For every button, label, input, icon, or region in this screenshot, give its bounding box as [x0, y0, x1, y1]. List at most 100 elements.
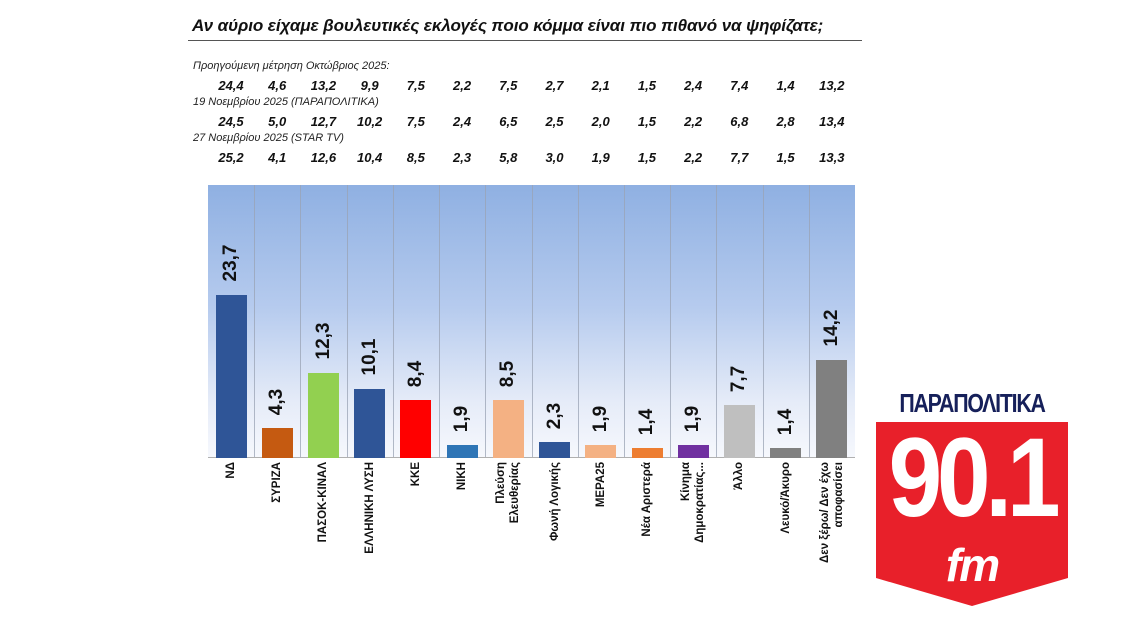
- previous-measurement-label: 19 Νοεμβρίου 2025 (ΠΑΡΑΠΟΛΙΤΙΚΑ): [193, 96, 379, 108]
- bar: [631, 448, 663, 458]
- previous-measurement-value: 24,4: [218, 78, 244, 93]
- previous-measurement-value: 1,5: [637, 114, 656, 129]
- title-underline: [188, 40, 862, 41]
- previous-measurement-value: 1,9: [591, 150, 610, 165]
- bar: [261, 428, 293, 458]
- bar: [585, 445, 617, 458]
- bar: [816, 360, 848, 458]
- category-label: ΚΚΕ: [393, 462, 439, 612]
- category-label-text: Πλεύση Ελευθερίας: [495, 462, 522, 524]
- category-gridline: [254, 185, 255, 458]
- bar: [539, 442, 571, 458]
- bar-value-label: 12,3: [312, 322, 334, 360]
- previous-measurement-value: 4,6: [268, 78, 287, 93]
- category-gridline: [763, 185, 764, 458]
- category-gridline: [670, 185, 671, 458]
- previous-measurement-value: 12,6: [310, 150, 337, 165]
- previous-measurement-value: 2,0: [591, 114, 610, 129]
- bar-value-label: 1,9: [451, 405, 473, 432]
- logo-station-name: ΠΑΡΑΠΟΛΙΤΙΚΑ: [899, 388, 1046, 418]
- bar-value-label: 4,3: [266, 388, 288, 415]
- previous-measurement-value: 7,4: [730, 78, 749, 93]
- category-gridline: [393, 185, 394, 458]
- category-label-text: ΝΙΚΗ: [456, 462, 469, 491]
- previous-measurement-value: 2,8: [776, 114, 795, 129]
- bar: [770, 448, 802, 458]
- previous-measurement-label: 27 Νοεμβρίου 2025 (STAR TV): [193, 132, 344, 144]
- previous-measurement-row: 24,5 5,0 12,7 10,2 7,5 2,4 6,5 2,5 2,0 1,5 2,2 6,8 2…: [208, 114, 855, 130]
- category-label: ΕΛΛΗΝΙΚΗ ΛΥΣΗ: [347, 462, 393, 612]
- bar-value-label: 10,1: [358, 338, 380, 376]
- category-label-text: Δεν ξέρω/ Δεν έχω αποφασίσει: [818, 462, 845, 564]
- category-gridline: [439, 185, 440, 458]
- bar-value-label: 14,2: [820, 309, 842, 347]
- previous-measurement-value: 12,7: [310, 114, 337, 129]
- category-label-text: Νέα Αριστερά: [640, 462, 653, 537]
- previous-measurement-value: 24,5: [218, 114, 244, 129]
- bar: [215, 295, 247, 458]
- bar: [308, 373, 340, 458]
- previous-measurement-value: 1,5: [637, 78, 656, 93]
- category-label-text: ΝΔ: [225, 462, 237, 479]
- previous-measurement-label: Προηγούμενη μέτρηση Οκτώβριος 2025:: [193, 60, 390, 72]
- bar-value-label: 8,4: [404, 360, 426, 387]
- bar-value-label: 2,3: [543, 402, 565, 429]
- previous-measurement-value: 25,2: [218, 150, 244, 165]
- category-label-text: Λευκό/Άκυρο: [779, 462, 792, 534]
- previous-measurement-value: 2,2: [453, 78, 472, 93]
- previous-measurement-value: 5,8: [499, 150, 518, 165]
- bar-chart-plot-area: 23,7 4,3 12,3 10,1 8,4 1,9 8,5 2,3 1,9 1,4 1,9 7,7 1…: [208, 185, 855, 458]
- category-gridline: [532, 185, 533, 458]
- previous-measurement-value: 13,3: [819, 150, 845, 165]
- previous-measurement-value: 1,5: [637, 150, 656, 165]
- bar-value-label: 1,4: [774, 408, 796, 435]
- bar-value-label: 23,7: [220, 244, 242, 282]
- category-label: Φωνή Λογικής: [532, 462, 578, 612]
- previous-measurement-value: 3,0: [545, 150, 564, 165]
- previous-measurement-value: 2,4: [684, 78, 703, 93]
- logo-shield-shape: [876, 422, 1068, 606]
- previous-measurement-row: 25,2 4,1 12,6 10,4 8,5 2,3 5,8 3,0 1,9 1,5 2,2 7,7 1…: [208, 150, 855, 166]
- category-gridline: [578, 185, 579, 458]
- category-label-text: ΜΕΡΑ25: [594, 462, 607, 508]
- previous-measurement-value: 9,9: [360, 78, 379, 93]
- previous-measurement-value: 4,1: [268, 150, 287, 165]
- chart-title: Αν αύριο είχαμε βουλευτικές εκλογές ποιο…: [192, 16, 824, 35]
- category-label: ΜΕΡΑ25: [578, 462, 624, 612]
- category-gridline: [300, 185, 301, 458]
- category-label-text: ΚΚΕ: [409, 462, 422, 487]
- category-label: Άλλο: [716, 462, 762, 612]
- previous-measurement-value: 1,4: [776, 78, 795, 93]
- category-gridline: [624, 185, 625, 458]
- previous-measurement-row: 24,4 4,6 13,2 9,9 7,5 2,2 7,5 2,7 2,1 1,5 2,4 7,4 1,…: [208, 78, 855, 94]
- category-label-text: ΣΥΡΙΖΑ: [271, 462, 284, 503]
- category-label: ΝΔ: [208, 462, 254, 612]
- previous-measurement-value: 1,5: [776, 150, 795, 165]
- category-gridline: [485, 185, 486, 458]
- category-label: ΠΑΣΟΚ-ΚΙΝΑΛ: [300, 462, 346, 612]
- previous-measurement-value: 2,5: [545, 114, 564, 129]
- category-gridline: [716, 185, 717, 458]
- parapolitika-logo: ΠΑΡΑΠΟΛΙΤΙΚΑ 90.1 fm: [874, 388, 1070, 606]
- bar: [354, 389, 386, 458]
- previous-measurement-value: 6,8: [730, 114, 749, 129]
- previous-measurement-value: 2,2: [684, 114, 703, 129]
- category-gridline: [347, 185, 348, 458]
- category-gridline: [809, 185, 810, 458]
- previous-measurement-value: 13,2: [819, 78, 845, 93]
- category-label: Νέα Αριστερά: [624, 462, 670, 612]
- previous-measurement-value: 7,5: [406, 114, 425, 129]
- bar-value-label: 1,4: [636, 408, 658, 435]
- bar: [400, 400, 432, 458]
- bar: [446, 445, 478, 458]
- x-axis-baseline: [208, 457, 855, 458]
- previous-measurement-value: 2,1: [591, 78, 610, 93]
- bar: [723, 405, 755, 458]
- previous-measurement-value: 7,7: [730, 150, 749, 165]
- previous-measurement-value: 13,2: [310, 78, 337, 93]
- category-label: Λευκό/Άκυρο: [763, 462, 809, 612]
- previous-measurement-value: 8,5: [406, 150, 425, 165]
- previous-measurement-value: 6,5: [499, 114, 518, 129]
- previous-measurement-value: 2,2: [684, 150, 703, 165]
- previous-measurement-value: 2,7: [545, 78, 564, 93]
